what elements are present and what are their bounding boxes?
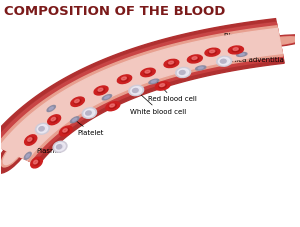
Ellipse shape (63, 129, 69, 134)
Ellipse shape (39, 127, 44, 131)
Ellipse shape (188, 56, 202, 64)
Ellipse shape (233, 48, 238, 51)
Text: Tunica intima: Tunica intima (224, 43, 271, 49)
Ellipse shape (191, 58, 199, 62)
Ellipse shape (84, 110, 95, 117)
Ellipse shape (110, 104, 115, 108)
Ellipse shape (26, 154, 29, 158)
Ellipse shape (47, 106, 56, 112)
Ellipse shape (209, 51, 215, 54)
Ellipse shape (51, 118, 57, 123)
Ellipse shape (34, 160, 40, 165)
Text: COMPOSITION OF THE BLOOD: COMPOSITION OF THE BLOOD (4, 5, 226, 18)
Ellipse shape (53, 142, 67, 153)
Ellipse shape (55, 143, 65, 151)
Ellipse shape (168, 62, 175, 66)
Ellipse shape (86, 111, 91, 116)
Ellipse shape (25, 135, 37, 146)
Ellipse shape (228, 47, 243, 55)
Ellipse shape (164, 60, 179, 68)
Ellipse shape (28, 138, 34, 143)
Ellipse shape (152, 81, 156, 83)
Ellipse shape (117, 76, 132, 84)
Ellipse shape (144, 71, 152, 75)
Ellipse shape (24, 153, 31, 160)
Ellipse shape (34, 160, 38, 164)
Polygon shape (0, 23, 278, 150)
Ellipse shape (73, 119, 77, 122)
Ellipse shape (149, 80, 159, 84)
Ellipse shape (133, 89, 138, 93)
Ellipse shape (198, 68, 203, 70)
Ellipse shape (218, 58, 230, 66)
Ellipse shape (102, 95, 112, 100)
Ellipse shape (109, 104, 116, 109)
Polygon shape (0, 29, 282, 160)
Ellipse shape (106, 102, 120, 111)
Ellipse shape (178, 69, 189, 77)
Ellipse shape (56, 145, 62, 149)
Ellipse shape (155, 82, 170, 91)
Ellipse shape (63, 129, 67, 133)
Ellipse shape (251, 36, 300, 48)
Ellipse shape (0, 134, 31, 173)
Ellipse shape (105, 96, 109, 99)
Ellipse shape (28, 138, 32, 142)
Ellipse shape (256, 37, 300, 47)
Ellipse shape (35, 124, 50, 135)
Ellipse shape (49, 108, 53, 111)
Ellipse shape (239, 54, 244, 56)
Ellipse shape (141, 69, 155, 77)
Text: Blood vessel: Blood vessel (224, 33, 268, 41)
Ellipse shape (179, 71, 185, 75)
Ellipse shape (129, 86, 144, 96)
Ellipse shape (196, 67, 206, 71)
Ellipse shape (71, 98, 84, 107)
Ellipse shape (168, 62, 174, 65)
Ellipse shape (37, 125, 48, 133)
Ellipse shape (121, 78, 128, 82)
Ellipse shape (159, 84, 166, 89)
Ellipse shape (98, 89, 104, 93)
Ellipse shape (220, 60, 226, 64)
Polygon shape (0, 24, 284, 163)
Ellipse shape (131, 87, 142, 95)
Ellipse shape (59, 126, 72, 136)
Ellipse shape (70, 117, 79, 123)
Text: Plasma: Plasma (31, 141, 62, 153)
Ellipse shape (3, 143, 23, 165)
Ellipse shape (31, 158, 42, 168)
Ellipse shape (51, 118, 56, 121)
Ellipse shape (160, 84, 165, 87)
Ellipse shape (217, 57, 232, 67)
Ellipse shape (1, 141, 25, 167)
Polygon shape (0, 20, 284, 165)
Text: Red blood cell: Red blood cell (148, 73, 197, 102)
Ellipse shape (82, 108, 97, 119)
Ellipse shape (209, 51, 216, 55)
Ellipse shape (237, 53, 247, 57)
Polygon shape (0, 27, 283, 162)
Ellipse shape (145, 71, 150, 74)
Ellipse shape (176, 68, 190, 78)
Ellipse shape (94, 86, 108, 96)
Ellipse shape (122, 78, 127, 81)
Ellipse shape (74, 100, 81, 105)
Text: Platelet: Platelet (75, 120, 104, 136)
Text: White blood cell: White blood cell (130, 91, 187, 114)
Ellipse shape (232, 49, 240, 53)
Ellipse shape (48, 115, 61, 125)
Ellipse shape (205, 49, 220, 57)
Text: Tunica adventitia: Tunica adventitia (224, 53, 284, 63)
Ellipse shape (74, 100, 79, 103)
Ellipse shape (260, 38, 300, 46)
Ellipse shape (192, 57, 197, 60)
Text: Tunica media: Tunica media (224, 49, 270, 56)
Ellipse shape (98, 89, 103, 92)
